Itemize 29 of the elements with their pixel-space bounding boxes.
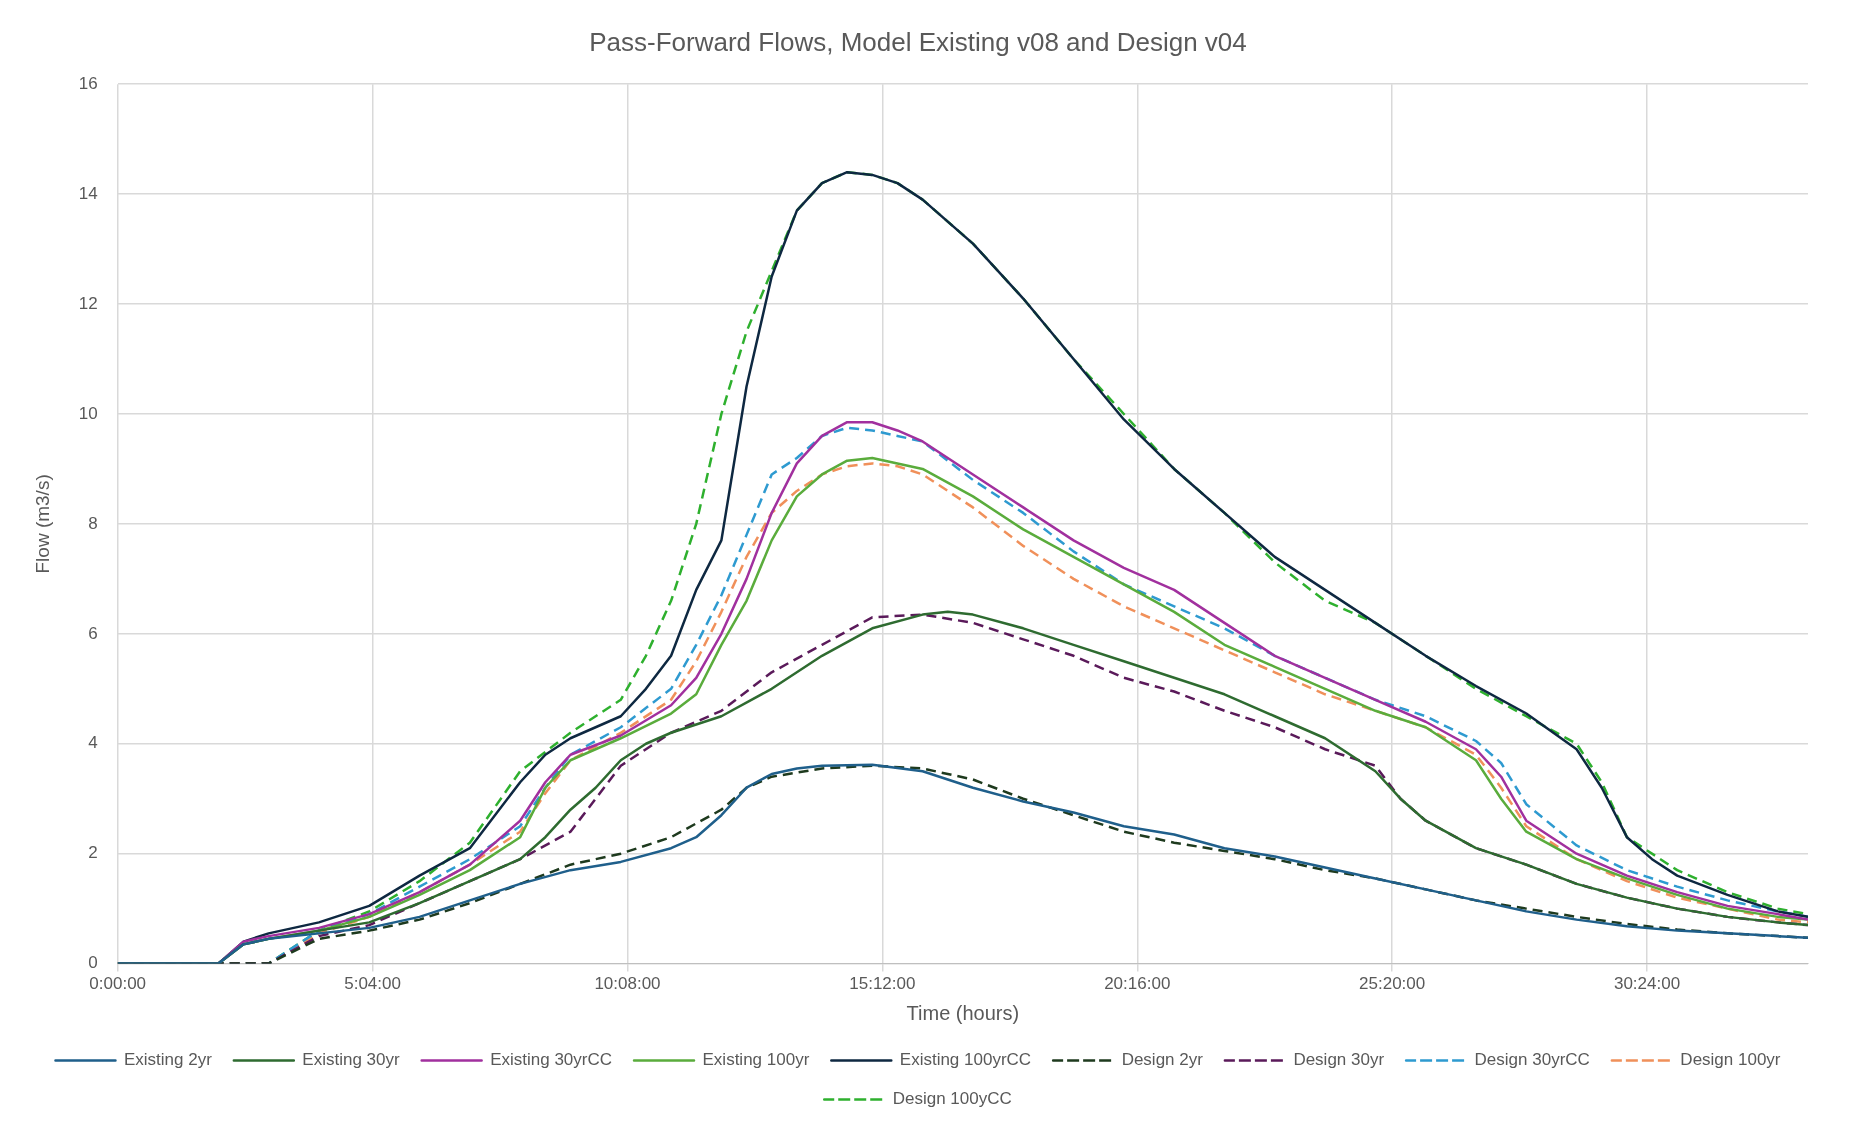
- y-tick-label: 4: [88, 733, 98, 753]
- y-tick-label: 6: [88, 623, 98, 643]
- y-tick-label: 8: [88, 513, 98, 533]
- legend-label: Design 30yr: [1293, 1050, 1385, 1070]
- x-tick-label: 10:08:00: [594, 974, 661, 994]
- x-tick-label: 30:24:00: [1613, 974, 1681, 994]
- y-tick-label: 10: [78, 403, 98, 423]
- legend-label: Existing 30yrCC: [490, 1050, 613, 1070]
- x-tick-label: 25:20:00: [1359, 974, 1426, 994]
- legend-label: Design 2yr: [1121, 1050, 1204, 1070]
- legend-label: Design 100yr: [1680, 1050, 1781, 1070]
- x-tick-label: 15:12:00: [849, 974, 916, 994]
- legend-label: Existing 30yr: [302, 1050, 400, 1070]
- y-tick-label: 12: [78, 293, 98, 313]
- y-tick-label: 14: [78, 183, 98, 203]
- legend-label: Existing 2yr: [123, 1050, 213, 1070]
- legend-label: Existing 100yrCC: [899, 1050, 1032, 1070]
- y-tick-label: 2: [88, 843, 98, 863]
- y-tick-label: 16: [78, 73, 98, 93]
- legend-label: Existing 100yr: [702, 1050, 810, 1070]
- legend-label: Design 30yrCC: [1474, 1050, 1590, 1070]
- chart-title: Pass-Forward Flows, Model Existing v08 and Design v04: [589, 26, 1247, 57]
- x-tick-label: 20:16:00: [1104, 974, 1171, 994]
- x-tick-label: 0:00:00: [89, 974, 147, 994]
- x-tick-label: 5:04:00: [344, 974, 401, 994]
- y-axis-title: Flow (m3/s): [31, 474, 53, 574]
- legend-label: Design 100yCC: [892, 1089, 1012, 1109]
- y-tick-label: 0: [88, 953, 98, 973]
- x-axis-title: Time (hours): [906, 1001, 1020, 1024]
